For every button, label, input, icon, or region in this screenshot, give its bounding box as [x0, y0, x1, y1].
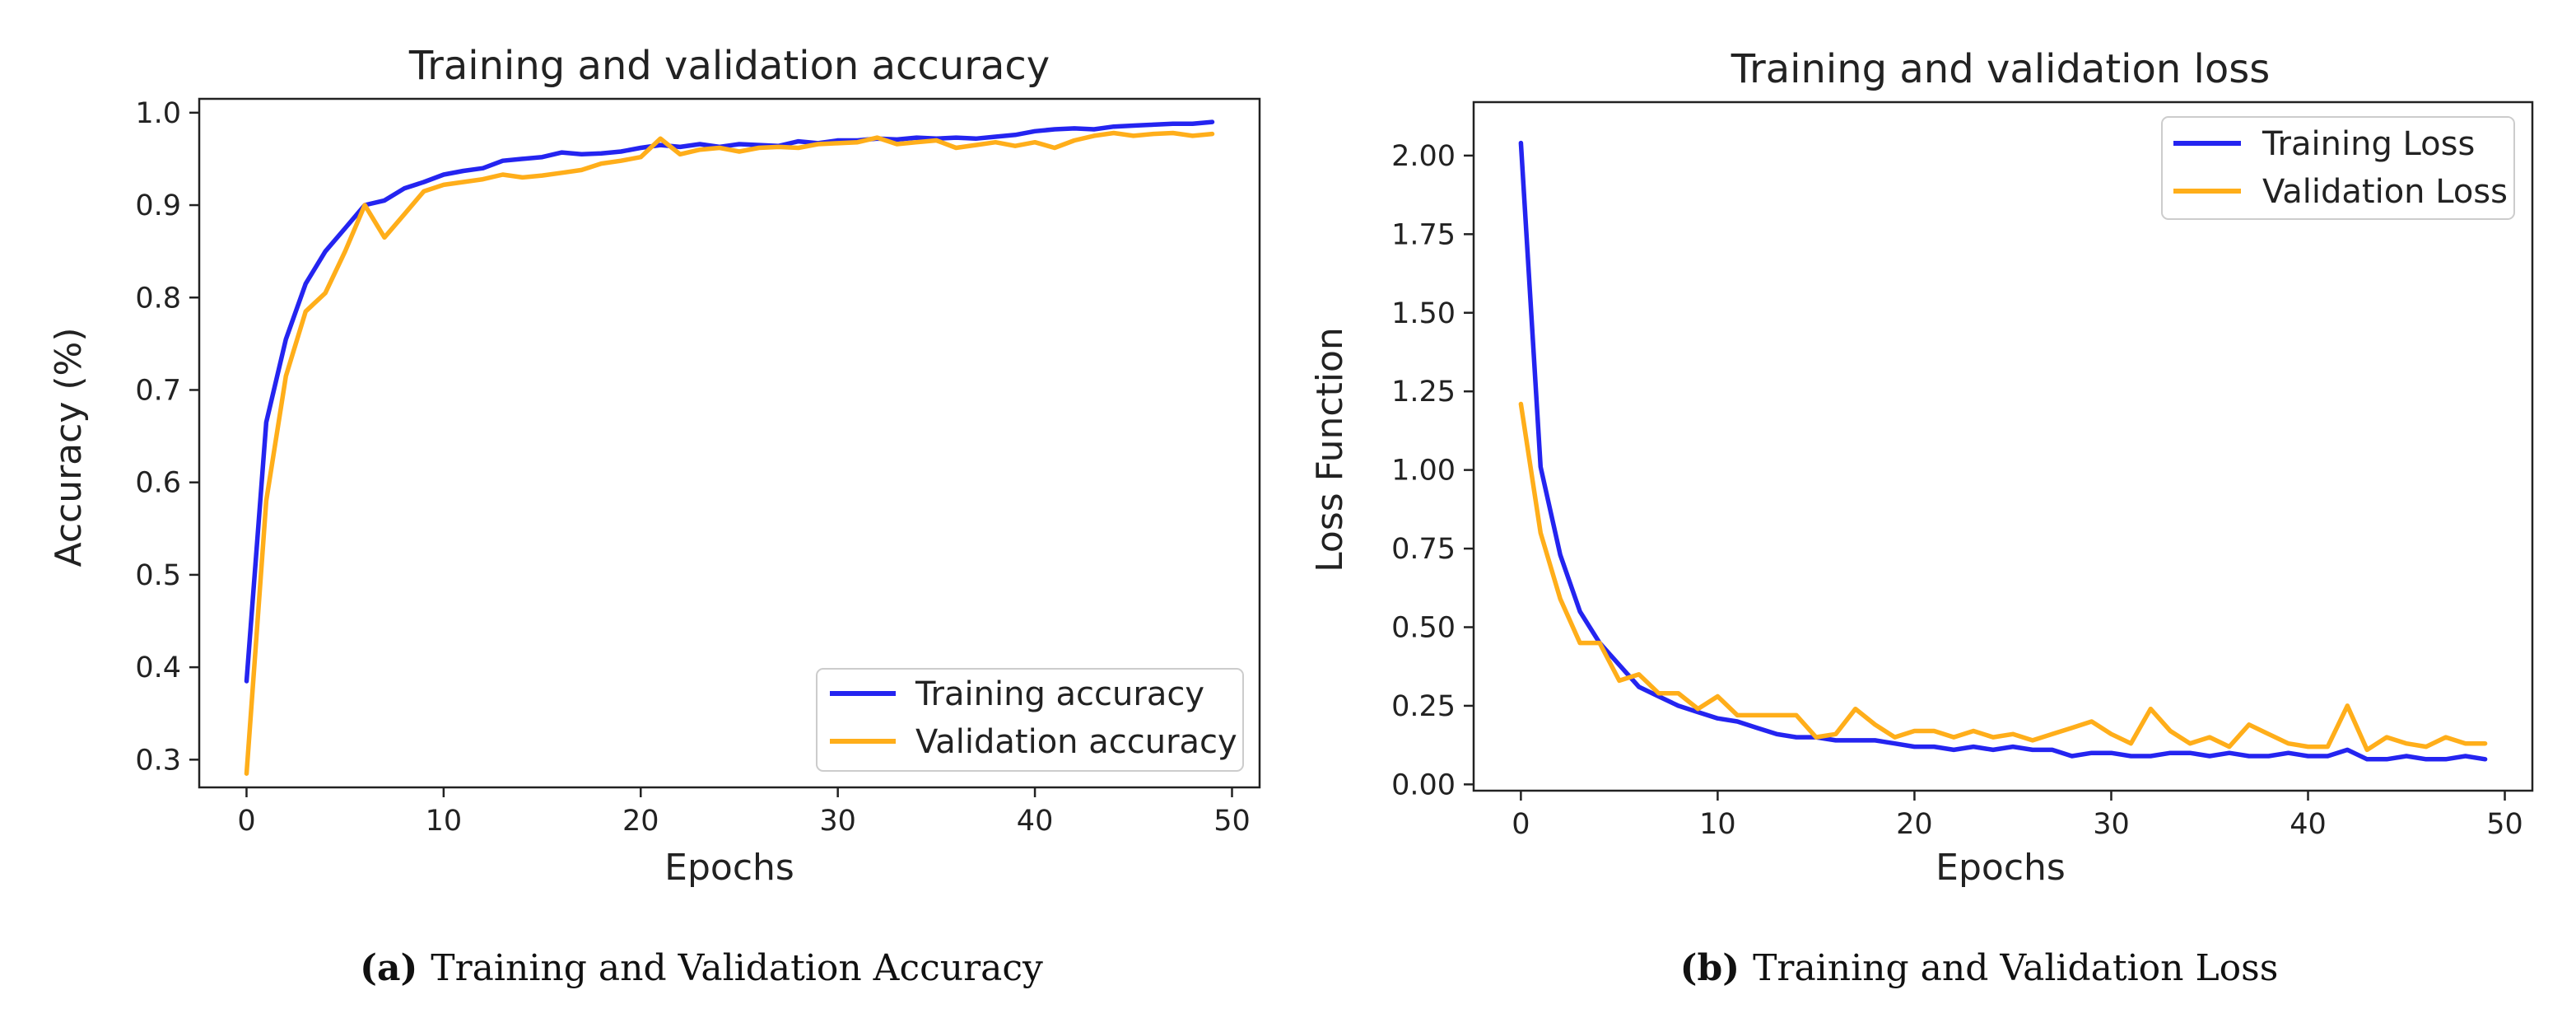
loss-ytick-label: 1.25: [1391, 376, 1456, 409]
training-loss-line: [1518, 140, 2488, 762]
accuracy-ytick-label: 0.6: [135, 467, 181, 500]
caption-a-text: Training and Validation Accuracy: [431, 947, 1043, 989]
loss-ytick-label: 0.25: [1391, 690, 1456, 723]
loss-chart-series: [1518, 140, 2488, 762]
accuracy-chart-ylabel: Accuracy (%): [48, 327, 90, 567]
loss-xtick-label: 50: [2486, 808, 2523, 841]
loss-ytick-label: 0.00: [1391, 768, 1456, 801]
accuracy-xtick-label: 30: [819, 805, 856, 838]
caption-b-text: Training and Validation Loss: [1753, 947, 2278, 989]
caption-b: (b) Training and Validation Loss: [1680, 947, 2279, 989]
accuracy-xtick-label: 0: [237, 805, 255, 838]
accuracy-ytick-label: 0.7: [135, 374, 181, 407]
loss-chart-ylabel: Loss Function: [1309, 327, 1351, 572]
accuracy-chart-xlabel: Epochs: [664, 847, 794, 889]
accuracy-chart: Training and validation accuracy Epochs …: [48, 43, 1261, 889]
loss-xtick-label: 40: [2290, 808, 2327, 841]
accuracy-xtick-label: 10: [426, 805, 463, 838]
loss-xtick-label: 0: [1512, 808, 1530, 841]
loss-chart-xlabel: Epochs: [1935, 847, 2066, 889]
loss-ytick-label: 1.50: [1391, 297, 1456, 330]
loss-legend-box: [2161, 116, 2515, 220]
accuracy-ytick-label: 0.8: [135, 282, 181, 315]
accuracy-xtick-label: 50: [1213, 805, 1251, 838]
loss-chart-title: Training and validation loss: [1731, 46, 2271, 92]
validation-loss-line: [1518, 401, 2488, 753]
loss-chart-legend: Training Loss Validation Loss: [2161, 116, 2515, 220]
accuracy-ytick-label: 0.9: [135, 189, 181, 222]
caption-b-letter: (b): [1680, 947, 1740, 989]
accuracy-chart-frame: [198, 97, 1261, 789]
accuracy-ytick-label: 0.4: [135, 651, 181, 684]
accuracy-chart-legend: Training accuracy Validation accuracy: [816, 668, 1244, 772]
accuracy-ytick-label: 0.5: [135, 559, 181, 592]
accuracy-xtick-label: 20: [622, 805, 659, 838]
loss-xtick-label: 10: [1699, 808, 1736, 841]
loss-xtick-label: 20: [1896, 808, 1933, 841]
loss-ytick-label: 1.00: [1391, 455, 1456, 488]
loss-chart-frame: [1472, 100, 2534, 792]
accuracy-xtick-label: 40: [1017, 805, 1054, 838]
loss-chart-ticks: 0 10 20 30 40 50 0.00 0.25 0.50 0.75 1.00 1.25 1.50 1…: [1391, 140, 2523, 841]
validation-accuracy-line: [244, 130, 1215, 776]
loss-xtick-label: 30: [2093, 808, 2130, 841]
accuracy-legend-box: [816, 668, 1244, 772]
validation-loss-legend-label: Validation Loss: [2262, 173, 2508, 211]
accuracy-chart-series: [244, 119, 1215, 776]
loss-ytick-label: 0.75: [1391, 533, 1456, 566]
training-loss-legend-label: Training Loss: [2262, 125, 2475, 163]
accuracy-chart-title: Training and validation accuracy: [408, 43, 1050, 89]
validation-accuracy-legend-label: Validation accuracy: [915, 723, 1237, 761]
accuracy-ytick-label: 1.0: [135, 97, 181, 130]
loss-ytick-label: 1.75: [1391, 218, 1456, 251]
caption-a: (a) Training and Validation Accuracy: [360, 947, 1043, 989]
training-accuracy-legend-label: Training accuracy: [915, 675, 1204, 713]
accuracy-ytick-label: 0.3: [135, 744, 181, 777]
loss-chart: Training and validation loss Epochs Loss…: [1309, 46, 2534, 889]
caption-a-letter: (a): [360, 947, 417, 989]
loss-ytick-label: 0.50: [1391, 611, 1456, 644]
accuracy-chart-ticks: 0 10 20 30 40 50 0.3 0.4 0.5 0.6 0.7 0.8 0.9 1.0: [135, 97, 1250, 838]
loss-ytick-label: 2.00: [1391, 140, 1456, 173]
training-accuracy-line: [244, 119, 1215, 684]
